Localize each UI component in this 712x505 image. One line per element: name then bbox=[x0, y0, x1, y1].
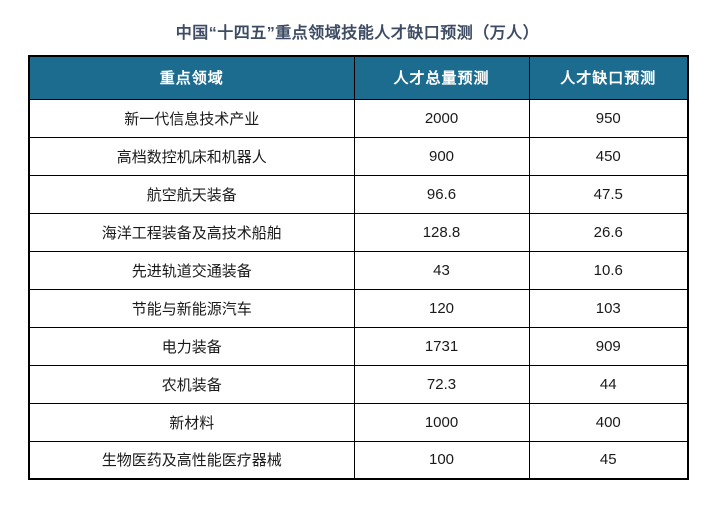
total-forecast-cell: 120 bbox=[353, 288, 530, 328]
header-row: 重点领域 人才总量预测 人才缺口预测 bbox=[28, 55, 689, 100]
gap-forecast-cell: 950 bbox=[528, 98, 689, 138]
table-row: 新一代信息技术产业 2000 950 bbox=[28, 98, 689, 138]
header-cell-key-area: 重点领域 bbox=[28, 55, 355, 100]
header-cell-gap-forecast: 人才缺口预测 bbox=[528, 55, 689, 100]
key-area-cell: 节能与新能源汽车 bbox=[28, 288, 355, 328]
gap-forecast-cell: 909 bbox=[528, 326, 689, 366]
table-row: 电力装备 1731 909 bbox=[28, 326, 689, 366]
key-area-cell: 电力装备 bbox=[28, 326, 355, 366]
key-area-cell: 航空航天装备 bbox=[28, 174, 355, 214]
key-area-cell: 先进轨道交通装备 bbox=[28, 250, 355, 290]
total-forecast-cell: 1731 bbox=[353, 326, 530, 366]
key-area-cell: 新材料 bbox=[28, 402, 355, 442]
table-row: 先进轨道交通装备 43 10.6 bbox=[28, 250, 689, 290]
table-row: 高档数控机床和机器人 900 450 bbox=[28, 136, 689, 176]
total-forecast-cell: 100 bbox=[353, 440, 530, 480]
key-area-cell: 农机装备 bbox=[28, 364, 355, 404]
total-forecast-cell: 96.6 bbox=[353, 174, 530, 214]
gap-forecast-cell: 45 bbox=[528, 440, 689, 480]
table-row: 节能与新能源汽车 120 103 bbox=[28, 288, 689, 328]
page-title: 中国“十四五”重点领域技能人才缺口预测（万人） bbox=[175, 25, 540, 42]
table-row: 农机装备 72.3 44 bbox=[28, 364, 689, 404]
gap-forecast-cell: 26.6 bbox=[528, 212, 689, 252]
talent-gap-table: 重点领域 人才总量预测 人才缺口预测 新一代信息技术产业 2000 950 高档数控机… bbox=[28, 55, 689, 480]
key-area-cell: 新一代信息技术产业 bbox=[28, 98, 355, 138]
table-body: 新一代信息技术产业 2000 950 高档数控机床和机器人 900 450 航空航天装备 96… bbox=[28, 98, 689, 480]
table-row: 生物医药及高性能医疗器械 100 45 bbox=[28, 440, 689, 480]
total-forecast-cell: 1000 bbox=[353, 402, 530, 442]
key-area-cell: 高档数控机床和机器人 bbox=[28, 136, 355, 176]
gap-forecast-cell: 47.5 bbox=[528, 174, 689, 214]
table-row: 新材料 1000 400 bbox=[28, 402, 689, 442]
table-header: 重点领域 人才总量预测 人才缺口预测 bbox=[28, 55, 689, 100]
table-row: 海洋工程装备及高技术船舶 128.8 26.6 bbox=[28, 212, 689, 252]
table-row: 航空航天装备 96.6 47.5 bbox=[28, 174, 689, 214]
gap-forecast-cell: 44 bbox=[528, 364, 689, 404]
key-area-cell: 海洋工程装备及高技术船舶 bbox=[28, 212, 355, 252]
total-forecast-cell: 72.3 bbox=[353, 364, 530, 404]
gap-forecast-cell: 400 bbox=[528, 402, 689, 442]
gap-forecast-cell: 10.6 bbox=[528, 250, 689, 290]
gap-forecast-cell: 103 bbox=[528, 288, 689, 328]
total-forecast-cell: 128.8 bbox=[353, 212, 530, 252]
key-area-cell: 生物医药及高性能医疗器械 bbox=[28, 440, 355, 480]
header-cell-total-forecast: 人才总量预测 bbox=[353, 55, 530, 100]
total-forecast-cell: 2000 bbox=[353, 98, 530, 138]
total-forecast-cell: 900 bbox=[353, 136, 530, 176]
gap-forecast-cell: 450 bbox=[528, 136, 689, 176]
total-forecast-cell: 43 bbox=[353, 250, 530, 290]
